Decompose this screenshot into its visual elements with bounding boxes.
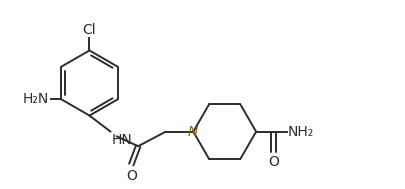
- Text: NH₂: NH₂: [288, 125, 314, 139]
- Text: O: O: [126, 169, 136, 183]
- Text: Cl: Cl: [83, 23, 96, 37]
- Text: O: O: [268, 155, 279, 169]
- Text: HN: HN: [112, 133, 133, 147]
- Text: H₂N: H₂N: [23, 92, 49, 106]
- Text: N: N: [188, 125, 198, 139]
